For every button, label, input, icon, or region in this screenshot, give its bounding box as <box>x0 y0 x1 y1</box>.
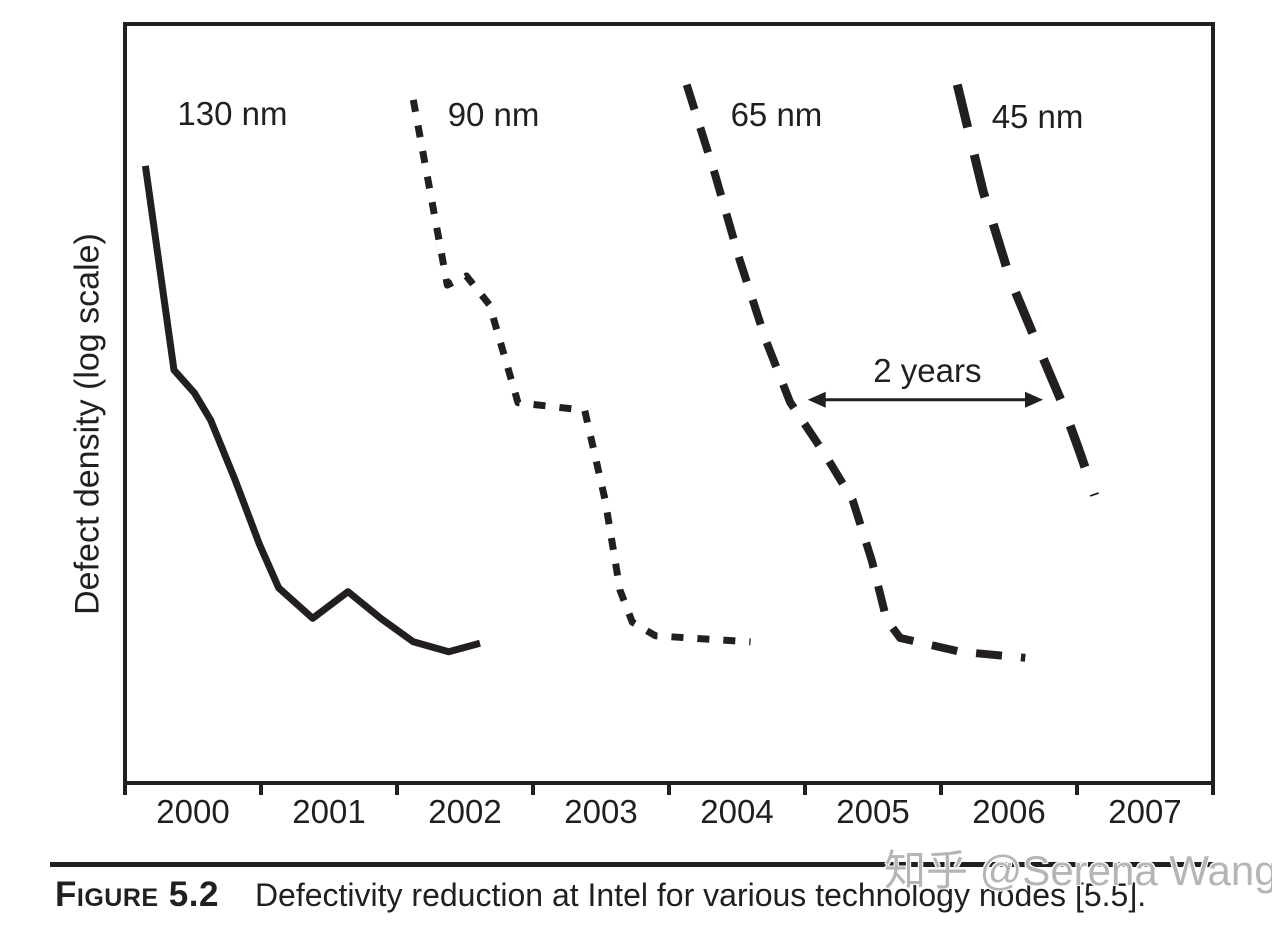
x-tick-label-2002: 2002 <box>428 793 502 830</box>
x-tick-label-2001: 2001 <box>292 793 366 830</box>
curve-label-65-nm: 65 nm <box>730 96 823 134</box>
two-years-annotation-text: 2 years <box>873 351 982 389</box>
curve-label-130-nm: 130 nm <box>177 95 288 133</box>
x-tick-label-2000: 2000 <box>156 793 230 830</box>
x-tick-label-2003: 2003 <box>564 793 638 830</box>
series-curve-45-nm <box>952 83 1099 497</box>
caption-divider-rule <box>50 862 1216 867</box>
x-tick-label-2004: 2004 <box>700 793 774 830</box>
figure-caption: Figure 5.2 Defectivity reduction at Intel… <box>55 876 1255 914</box>
series-curve-65-nm <box>682 83 1026 662</box>
y-axis-label: Defect density (log scale) <box>68 233 107 615</box>
plot-border <box>123 22 1215 785</box>
curve-label-90-nm: 90 nm <box>447 96 540 134</box>
series-curve-90-nm <box>409 99 751 646</box>
curve-label-45-nm: 45 nm <box>991 98 1084 136</box>
arrow-head-left-icon <box>807 391 826 408</box>
x-tick-label-2007: 2007 <box>1108 793 1182 830</box>
arrow-head-right-icon <box>1025 391 1043 408</box>
x-tick-label-2006: 2006 <box>972 793 1046 830</box>
x-tick-label-2005: 2005 <box>836 793 910 830</box>
watermark-text: 知乎 @Serena Wang <box>884 847 1272 894</box>
figure-caption-text: Defectivity reduction at Intel for vario… <box>254 877 1147 913</box>
figure-caption-number: Figure 5.2 <box>55 875 219 914</box>
series-curve-130-nm <box>141 165 481 656</box>
